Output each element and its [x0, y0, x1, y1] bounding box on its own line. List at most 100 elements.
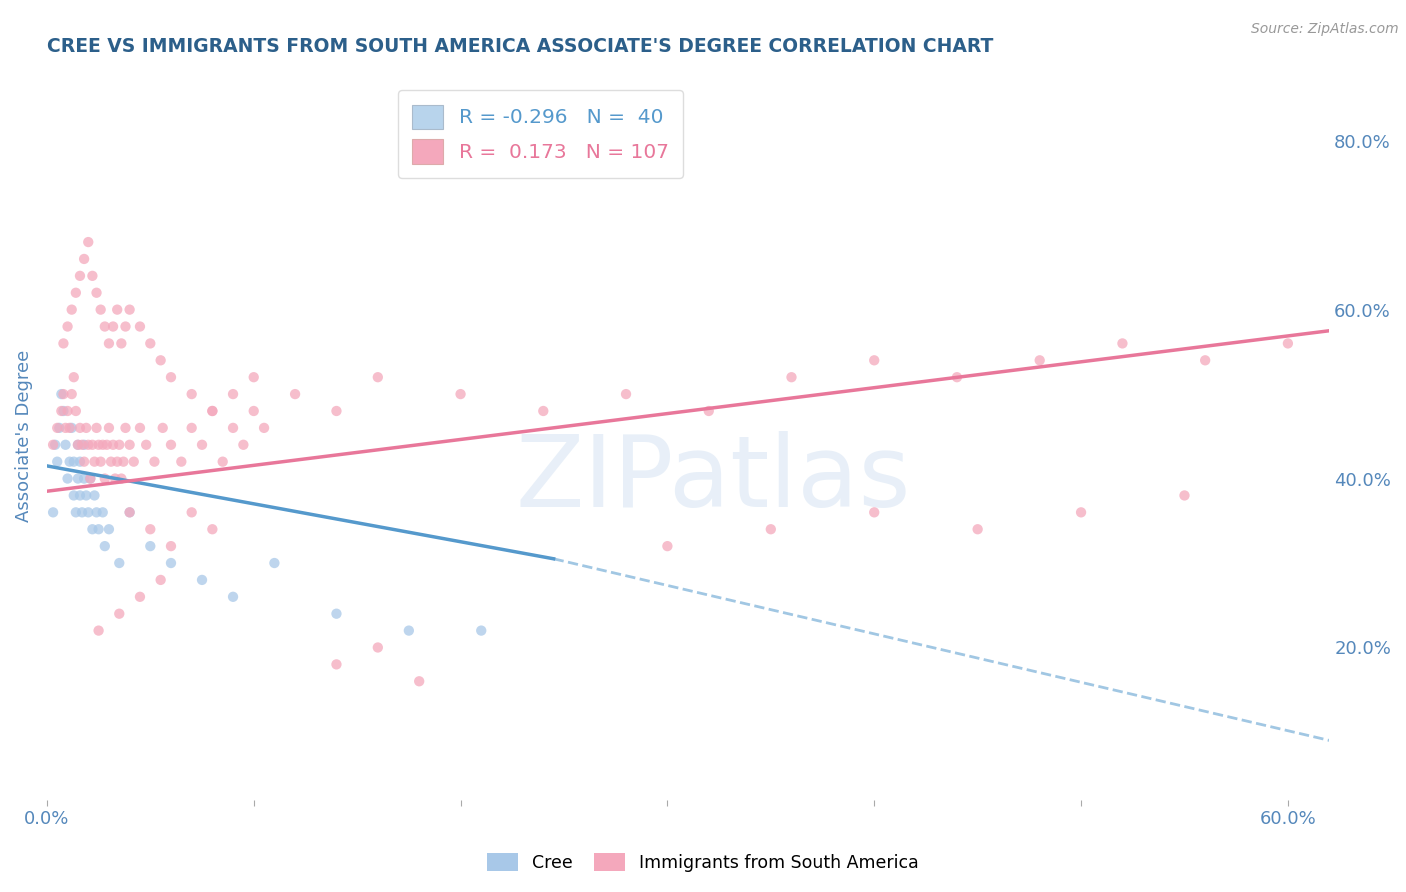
Point: [114, 421, 136, 435]
Point: [42, 505, 65, 519]
Point: [152, 421, 174, 435]
Point: [105, 455, 128, 469]
Text: CREE VS IMMIGRANTS FROM SOUTH AMERICA ASSOCIATE'S DEGREE CORRELATION CHART: CREE VS IMMIGRANTS FROM SOUTH AMERICA AS…: [46, 37, 993, 56]
Point: [531, 404, 554, 418]
Point: [73, 438, 96, 452]
Point: [139, 539, 162, 553]
Point: [149, 353, 172, 368]
Point: [105, 302, 128, 317]
Point: [42, 438, 65, 452]
Point: [73, 455, 96, 469]
Point: [86, 505, 108, 519]
Point: [222, 421, 245, 435]
Point: [90, 455, 112, 469]
Point: [96, 438, 118, 452]
Point: [66, 438, 89, 452]
Point: [60, 421, 83, 435]
Point: [780, 370, 803, 384]
Point: [97, 522, 120, 536]
Point: [101, 438, 124, 452]
Point: [118, 505, 141, 519]
Point: [66, 472, 89, 486]
Point: [59, 455, 82, 469]
Point: [51, 387, 73, 401]
Point: [69, 268, 91, 283]
Point: [59, 421, 82, 435]
Point: [135, 438, 157, 452]
Point: [69, 421, 91, 435]
Point: [180, 421, 202, 435]
Point: [110, 472, 132, 486]
Point: [180, 387, 202, 401]
Point: [139, 336, 162, 351]
Point: [75, 488, 97, 502]
Point: [52, 387, 75, 401]
Point: [44, 438, 66, 452]
Point: [759, 522, 782, 536]
Point: [108, 438, 131, 452]
Point: [160, 556, 183, 570]
Point: [191, 438, 214, 452]
Point: [232, 438, 254, 452]
Point: [222, 387, 245, 401]
Point: [46, 455, 69, 469]
Point: [82, 438, 104, 452]
Point: [170, 455, 193, 469]
Point: [90, 302, 112, 317]
Point: [83, 488, 105, 502]
Point: [94, 472, 117, 486]
Point: [91, 505, 114, 519]
Point: [83, 455, 105, 469]
Point: [160, 539, 183, 553]
Point: [100, 455, 122, 469]
Point: [56, 404, 79, 418]
Point: [65, 505, 87, 519]
Point: [69, 455, 91, 469]
Point: [122, 455, 145, 469]
Point: [73, 252, 96, 266]
Point: [118, 438, 141, 452]
Point: [367, 640, 389, 655]
Point: [110, 336, 132, 351]
Point: [222, 590, 245, 604]
Point: [1173, 488, 1195, 502]
Point: [211, 455, 233, 469]
Point: [60, 302, 83, 317]
Point: [108, 607, 131, 621]
Point: [450, 387, 472, 401]
Point: [62, 488, 84, 502]
Point: [966, 522, 988, 536]
Point: [52, 404, 75, 418]
Text: ZIPatlas: ZIPatlas: [516, 432, 911, 528]
Point: [87, 438, 110, 452]
Point: [470, 624, 492, 638]
Point: [1111, 336, 1133, 351]
Point: [69, 488, 91, 502]
Point: [143, 455, 166, 469]
Point: [70, 505, 93, 519]
Point: [697, 404, 720, 418]
Point: [149, 573, 172, 587]
Point: [104, 472, 127, 486]
Point: [77, 505, 100, 519]
Point: [87, 624, 110, 638]
Point: [112, 455, 135, 469]
Point: [97, 421, 120, 435]
Point: [191, 573, 214, 587]
Point: [94, 319, 117, 334]
Point: [66, 438, 89, 452]
Point: [946, 370, 969, 384]
Point: [201, 404, 224, 418]
Point: [77, 438, 100, 452]
Legend: R = -0.296   N =  40, R =  0.173   N = 107: R = -0.296 N = 40, R = 0.173 N = 107: [398, 90, 683, 178]
Point: [1070, 505, 1092, 519]
Y-axis label: Associate's Degree: Associate's Degree: [15, 351, 32, 523]
Point: [1277, 336, 1299, 351]
Point: [73, 472, 96, 486]
Point: [87, 522, 110, 536]
Point: [55, 438, 77, 452]
Text: Source: ZipAtlas.com: Source: ZipAtlas.com: [1251, 22, 1399, 37]
Point: [129, 421, 152, 435]
Point: [82, 522, 104, 536]
Point: [62, 455, 84, 469]
